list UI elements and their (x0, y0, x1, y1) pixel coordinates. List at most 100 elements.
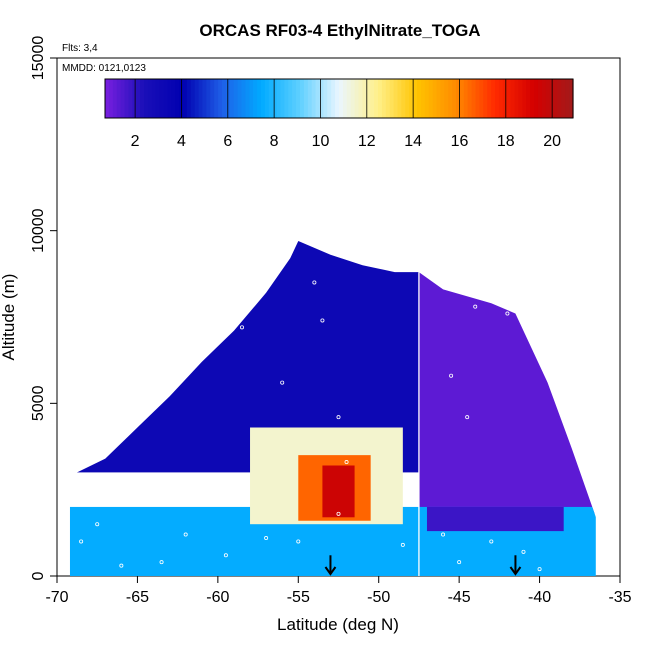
x-tick-label: -45 (448, 589, 471, 606)
colorbar-swatch (233, 79, 239, 118)
colorbar-tick-label: 18 (497, 133, 515, 150)
colorbar-swatch (381, 79, 387, 118)
colorbar-swatch (339, 79, 344, 118)
colorbar-swatch (471, 79, 477, 118)
colorbar-tick-label: 20 (543, 133, 561, 150)
colorbar-swatch (342, 79, 348, 118)
colorbar-swatch (479, 79, 484, 118)
colorbar-swatch (261, 79, 266, 118)
sample-point-21 (400, 542, 405, 547)
colorbar-swatch (409, 79, 414, 118)
y-tick-label: 10000 (30, 208, 47, 253)
chart-title: ORCAS RF03-4 EthylNitrate_TOGA (199, 21, 480, 40)
colorbar-swatch (393, 79, 399, 118)
sample-point-23 (223, 553, 228, 558)
arrow-head (509, 566, 522, 576)
colorbar-swatch (155, 79, 161, 118)
colorbar-swatch (362, 79, 367, 118)
colorbar-tick-label: 16 (451, 133, 469, 150)
y-tick-label: 0 (30, 571, 47, 580)
x-axis: -70 -65 -60 -55 -50 -45 -40 -35 (45, 576, 632, 606)
colorbar-swatch (272, 79, 278, 118)
colorbar-swatch (108, 79, 114, 118)
sample-point-4 (336, 415, 341, 420)
sample-point-9 (215, 473, 220, 478)
colorbar-swatch (487, 79, 492, 118)
colorbar-swatch (136, 79, 141, 118)
colorbar-swatch (456, 79, 461, 118)
colorbar-swatch (545, 79, 551, 118)
colorbar-swatch (534, 79, 539, 118)
colorbar-swatch (175, 79, 180, 118)
colorbar-swatch (296, 79, 301, 118)
colorbar-swatch (420, 79, 426, 118)
sample-point-24 (159, 560, 164, 565)
colorbar-tick-label: 10 (312, 133, 330, 150)
colorbar (104, 78, 574, 119)
colorbar-swatch (537, 79, 543, 118)
colorbar-swatch (366, 79, 371, 118)
sample-point-17 (489, 539, 494, 544)
colorbar-tick-label: 2 (131, 133, 140, 150)
colorbar-swatch (206, 79, 211, 118)
heatmap-region-5 (322, 465, 355, 518)
colorbar-swatch (112, 79, 118, 118)
colorbar-swatch (385, 79, 391, 118)
colorbar-swatch (491, 79, 496, 118)
sample-point-7 (449, 373, 454, 378)
colorbar-swatch (257, 79, 262, 118)
x-tick-label: -40 (528, 589, 551, 606)
sample-point-0 (312, 280, 317, 285)
colorbar-swatch (432, 79, 438, 118)
colorbar-swatch (198, 79, 204, 118)
colorbar-swatch (475, 79, 480, 118)
colorbar-swatch (276, 79, 282, 118)
colorbar-swatch (530, 79, 535, 118)
marker-arrows (324, 555, 522, 576)
colorbar-swatch (190, 79, 196, 118)
colorbar-swatch (346, 79, 352, 118)
colorbar-swatch (514, 79, 519, 118)
colorbar-frame (104, 78, 574, 119)
sample-point-19 (537, 567, 542, 572)
colorbar-swatch (300, 79, 305, 118)
arrow-1 (509, 555, 522, 576)
colorbar-swatch (151, 79, 157, 118)
colorbar-swatch (553, 79, 558, 118)
sample-point-5 (473, 304, 478, 309)
colorbar-swatch (280, 79, 285, 118)
colorbar-swatch (506, 79, 512, 118)
colorbar-swatch (284, 79, 289, 118)
colorbar-swatch (498, 79, 504, 118)
colorbar-swatch (463, 79, 469, 118)
sample-point-10 (143, 482, 148, 487)
x-tick-label: -70 (45, 589, 68, 606)
sample-point-11 (95, 522, 100, 527)
colorbar-swatch (358, 79, 363, 118)
colorbar-swatch (105, 79, 110, 118)
colorbar-swatch (413, 79, 418, 118)
sample-point-15 (336, 511, 341, 516)
colorbar-tick-label: 8 (270, 133, 279, 150)
colorbar-swatch (194, 79, 200, 118)
colorbar-swatch (526, 79, 531, 118)
y-axis: 0 5000 10000 15000 (30, 36, 57, 580)
colorbar-swatch (448, 79, 453, 118)
sample-point-14 (344, 460, 349, 465)
colorbar-swatch (120, 79, 126, 118)
colorbar-swatch (132, 79, 137, 118)
colorbar-swatch (241, 79, 246, 118)
y-tick-label: 15000 (30, 36, 47, 81)
colorbar-swatch (307, 79, 313, 118)
colorbar-swatch (183, 79, 188, 118)
colorbar-swatch (452, 79, 457, 118)
colorbar-swatch (124, 79, 129, 118)
colorbar-swatch (218, 79, 223, 118)
colorbar-swatch (440, 79, 445, 118)
date-note: MMDD: 0121,0123 (62, 63, 146, 74)
colorbar-swatch (565, 79, 570, 118)
x-tick-label: -65 (126, 589, 149, 606)
sample-point-22 (296, 539, 301, 544)
colorbar-swatch (331, 79, 336, 118)
colorbar-swatch (327, 79, 332, 118)
